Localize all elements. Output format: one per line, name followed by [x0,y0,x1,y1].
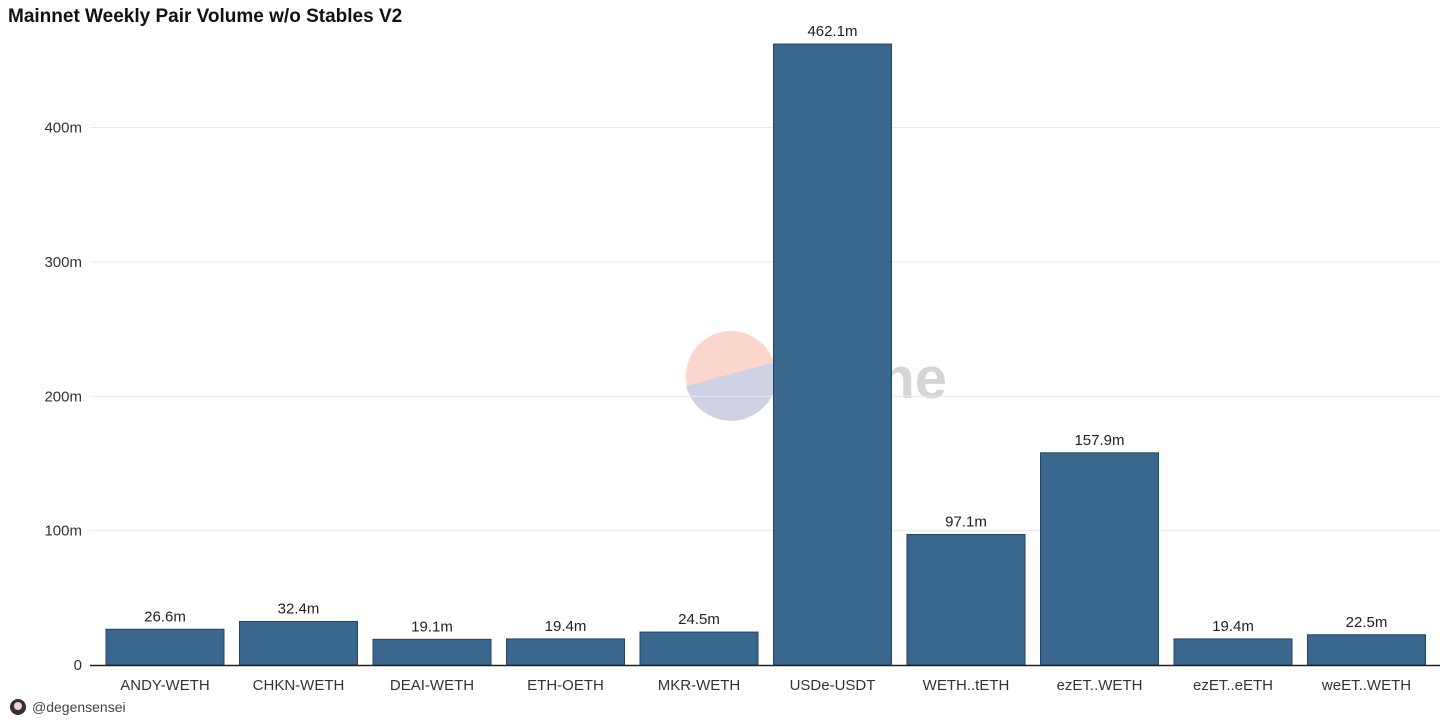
bar [506,638,625,666]
bar [1307,634,1426,666]
chart-title: Mainnet Weekly Pair Volume w/o Stables V… [8,6,403,27]
x-tick-label: weET..WETH [1321,677,1411,694]
x-tick-label: ANDY-WETH [120,677,209,694]
avatar-icon [10,699,26,715]
grid-lines [90,127,1440,532]
bar [1040,452,1159,666]
bar [1173,638,1293,666]
data-label: 22.5m [1346,614,1388,631]
data-label: 26.6m [144,608,186,625]
x-tick-label: ETH-OETH [527,677,604,694]
data-label: 157.9m [1074,432,1124,449]
data-label: 19.4m [545,618,587,635]
data-labels: 26.6m 32.4m 19.1m 19.4m 24.5m 462.1m 97.1m 157.… [144,23,1387,635]
footer: @degensensei [10,699,126,715]
bar [105,628,225,666]
x-tick-label: USDe-USDT [790,677,876,694]
bar [639,631,759,666]
bar [239,620,358,666]
y-tick-label: 0 [74,657,82,674]
author-handle: @degensensei [32,699,126,715]
x-tick-label: ezET..eETH [1193,677,1273,694]
x-axis: ANDY-WETH CHKN-WETH DEAI-WETH ETH-OETH MKR-W… [90,664,1440,694]
data-label: 19.1m [411,618,453,635]
data-label: 19.4m [1212,618,1254,635]
bar [773,43,892,666]
x-tick-label: MKR-WETH [658,677,741,694]
x-tick-label: ezET..WETH [1057,677,1143,694]
y-tick-label: 200m [44,388,82,405]
x-tick-label: WETH..tETH [923,677,1010,694]
bar [906,534,1026,666]
bars [105,43,1426,666]
dune-logo-lower-segment [686,362,778,421]
x-tick-label: DEAI-WETH [390,677,474,694]
y-tick-label: 300m [44,254,82,271]
y-tick-label: 400m [44,120,82,137]
bar [372,638,492,666]
data-label: 24.5m [678,611,720,628]
data-label: 462.1m [807,23,857,40]
data-label: 97.1m [945,514,987,531]
y-axis: 0 100m 200m 300m 400m [44,120,82,675]
y-tick-label: 100m [44,523,82,540]
x-tick-label: CHKN-WETH [253,677,345,694]
data-label: 32.4m [278,600,320,617]
